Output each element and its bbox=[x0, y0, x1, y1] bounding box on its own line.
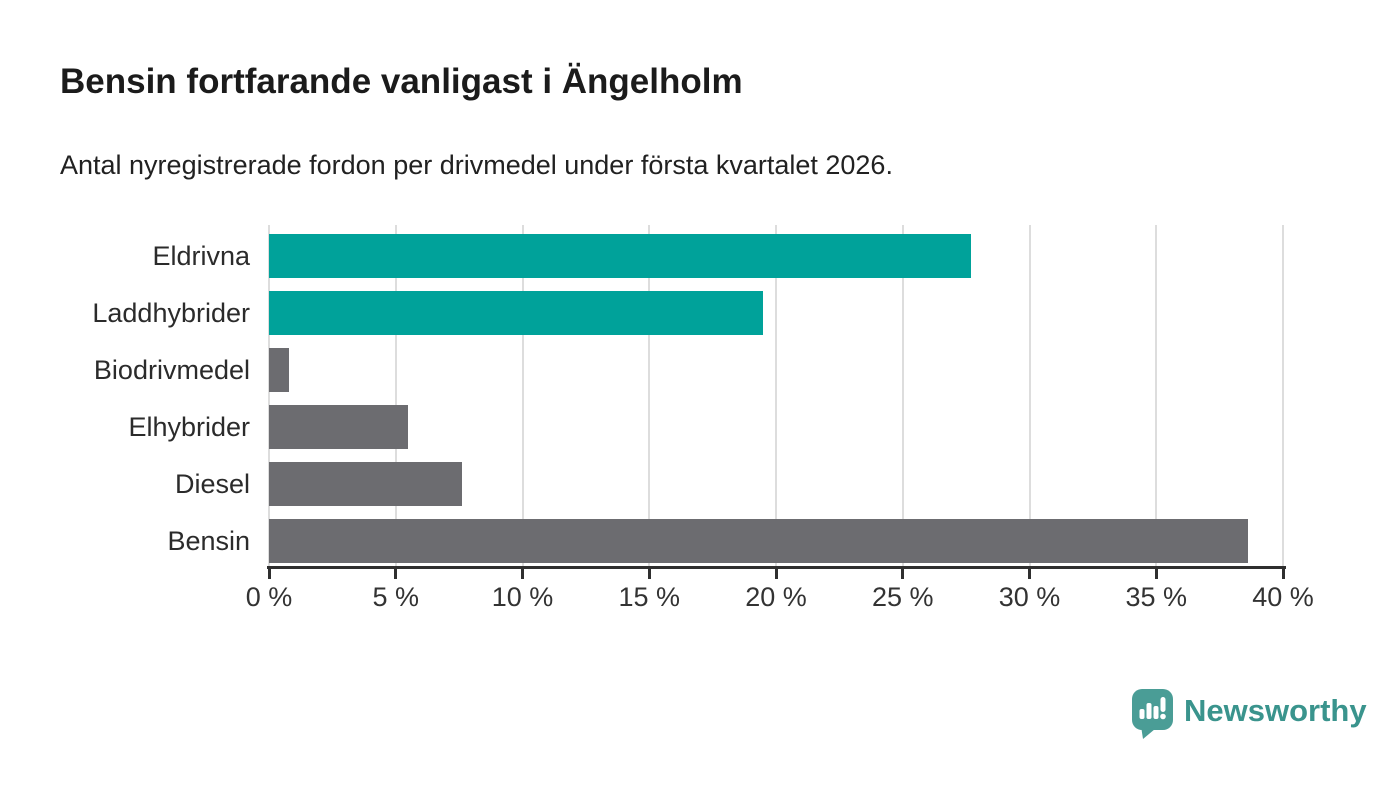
x-axis-tick bbox=[521, 566, 524, 579]
gridline bbox=[268, 225, 270, 566]
x-axis-tick bbox=[394, 566, 398, 579]
category-label: Diesel bbox=[174, 469, 250, 499]
bar-laddhybrider bbox=[269, 291, 764, 335]
x-axis-tick-label: 40 % bbox=[1252, 582, 1314, 612]
gridline bbox=[1155, 225, 1158, 566]
x-axis-tick bbox=[267, 566, 271, 579]
gridline bbox=[1282, 225, 1284, 566]
category-label: Eldrivna bbox=[152, 241, 250, 271]
category-label: Laddhybrider bbox=[92, 298, 250, 328]
x-axis-tick bbox=[1281, 566, 1285, 579]
category-label: Biodrivmedel bbox=[93, 355, 250, 385]
gridline bbox=[521, 225, 524, 566]
category-label: Elhybrider bbox=[128, 412, 250, 442]
x-axis-tick-label: 5 % bbox=[372, 582, 420, 612]
newsworthy-logo: Newsworthy bbox=[1131, 688, 1367, 740]
x-axis-tick-label: 30 % bbox=[998, 582, 1061, 612]
bar-elhybrider bbox=[269, 405, 409, 449]
x-axis-tick-label: 20 % bbox=[745, 582, 807, 612]
x-axis-tick-label: 25 % bbox=[871, 582, 934, 612]
gridline bbox=[775, 225, 777, 566]
gridline bbox=[901, 225, 904, 566]
chart-subtitle: Antal nyregistrerade fordon per drivmede… bbox=[60, 150, 893, 180]
bar-eldrivna bbox=[269, 234, 972, 278]
category-label: Bensin bbox=[167, 526, 250, 556]
x-axis-tick bbox=[901, 566, 905, 579]
x-axis-tick-label: 10 % bbox=[491, 582, 554, 612]
gridline bbox=[1028, 225, 1031, 566]
bar-chart: Eldrivna Laddhybrider Biodrivmedel Elhybrid… bbox=[92, 225, 1314, 612]
x-axis-tick bbox=[1028, 566, 1031, 579]
x-axis-tick bbox=[1154, 566, 1158, 579]
x-axis-tick-label: 35 % bbox=[1125, 582, 1188, 612]
x-axis-tick bbox=[647, 566, 651, 579]
page-title: Bensin fortfarande vanligast i Ängelholm bbox=[60, 62, 743, 101]
x-axis-tick-label: 0 % bbox=[245, 582, 293, 612]
bar-diesel bbox=[269, 462, 462, 506]
newsworthy-logo-icon bbox=[1132, 689, 1173, 739]
x-axis-tick bbox=[774, 566, 778, 579]
bar-biodrivmedel bbox=[269, 348, 290, 392]
x-axis-tick-label: 15 % bbox=[618, 582, 681, 612]
gridline bbox=[648, 225, 651, 566]
gridline bbox=[394, 225, 397, 566]
bar-bensin bbox=[269, 519, 1248, 563]
newsworthy-logo-text: Newsworthy bbox=[1184, 693, 1367, 728]
